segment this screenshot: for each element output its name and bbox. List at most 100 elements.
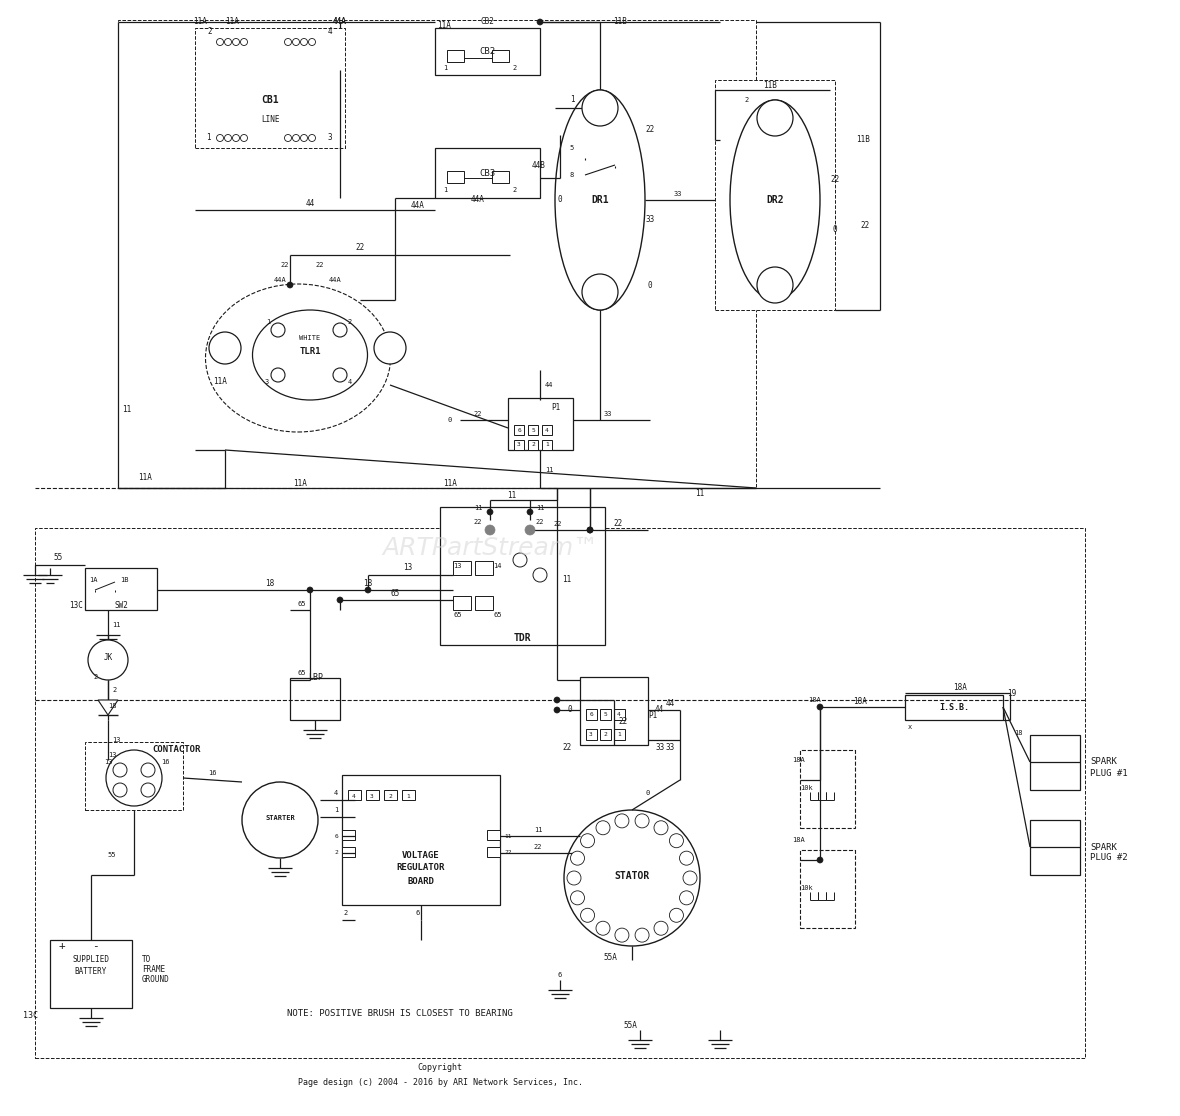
Text: 18A: 18A <box>808 698 821 703</box>
Text: 44A: 44A <box>471 195 485 204</box>
Text: 22: 22 <box>533 844 543 850</box>
Text: 65: 65 <box>493 612 501 618</box>
Bar <box>118 20 756 488</box>
Text: DR2: DR2 <box>766 195 784 205</box>
Text: 55A: 55A <box>623 1020 637 1029</box>
Circle shape <box>758 267 793 304</box>
Text: DR1: DR1 <box>591 195 609 205</box>
Bar <box>195 28 345 148</box>
Text: 44A: 44A <box>333 18 347 27</box>
Circle shape <box>487 509 493 514</box>
Circle shape <box>140 763 155 777</box>
Bar <box>342 775 500 905</box>
Text: 65: 65 <box>453 612 461 618</box>
Bar <box>599 729 611 740</box>
Circle shape <box>586 527 594 533</box>
Text: 3: 3 <box>589 732 592 738</box>
Circle shape <box>525 525 535 535</box>
Bar <box>614 709 625 720</box>
Text: JK: JK <box>104 653 112 662</box>
Bar <box>905 695 1003 720</box>
Text: 18A: 18A <box>792 757 805 763</box>
Text: 44B: 44B <box>531 161 545 170</box>
Text: 11A: 11A <box>214 377 227 386</box>
Text: 18: 18 <box>109 703 117 709</box>
Circle shape <box>232 135 240 142</box>
Polygon shape <box>98 700 118 715</box>
Text: 2: 2 <box>388 793 392 799</box>
Bar <box>586 729 597 740</box>
Bar <box>800 850 856 929</box>
Bar <box>384 790 396 800</box>
Bar <box>476 561 493 575</box>
Circle shape <box>301 135 308 142</box>
Text: 44A: 44A <box>328 277 341 283</box>
Text: 4: 4 <box>545 427 549 433</box>
Text: 11: 11 <box>473 506 483 511</box>
Text: 18A: 18A <box>853 696 867 705</box>
Text: 18: 18 <box>266 579 275 588</box>
Text: 19: 19 <box>1007 689 1016 698</box>
Bar <box>715 80 835 310</box>
Circle shape <box>224 38 231 46</box>
Text: 55: 55 <box>107 852 117 858</box>
Text: 22: 22 <box>553 521 562 527</box>
Text: 13C: 13C <box>70 600 83 609</box>
Bar <box>527 425 538 435</box>
Circle shape <box>333 368 347 382</box>
Text: 22: 22 <box>645 125 655 135</box>
Text: 11A: 11A <box>437 20 451 29</box>
Text: NOTE: POSITIVE BRUSH IS CLOSEST TO BEARING: NOTE: POSITIVE BRUSH IS CLOSEST TO BEARI… <box>287 1009 513 1018</box>
Text: 22: 22 <box>355 243 365 252</box>
Circle shape <box>615 814 629 828</box>
Text: CB2: CB2 <box>480 18 494 27</box>
Circle shape <box>635 929 649 942</box>
Circle shape <box>307 587 313 593</box>
Text: 44A: 44A <box>274 277 287 283</box>
Text: 11A: 11A <box>194 18 206 27</box>
Text: SPARK: SPARK <box>1090 843 1117 852</box>
Bar <box>366 790 379 800</box>
Circle shape <box>654 921 668 935</box>
Circle shape <box>553 698 560 703</box>
Circle shape <box>287 282 293 288</box>
Ellipse shape <box>555 90 645 310</box>
Text: 11: 11 <box>545 466 553 473</box>
Bar <box>435 28 540 75</box>
Circle shape <box>582 90 618 126</box>
Text: 0: 0 <box>648 280 653 289</box>
Text: x: x <box>907 724 912 730</box>
Text: 2: 2 <box>334 850 337 856</box>
Text: WHITE: WHITE <box>300 335 321 341</box>
Bar <box>1030 735 1080 790</box>
Text: 6: 6 <box>589 712 592 718</box>
Text: 13: 13 <box>112 737 120 743</box>
Circle shape <box>615 929 629 942</box>
Circle shape <box>308 135 315 142</box>
Circle shape <box>271 368 286 382</box>
Bar <box>447 50 464 62</box>
Text: CONTACTOR: CONTACTOR <box>152 745 201 754</box>
Text: +: + <box>59 941 65 951</box>
Text: 0: 0 <box>558 195 563 204</box>
Text: 44: 44 <box>666 699 675 708</box>
Text: 0: 0 <box>568 705 572 714</box>
Text: 55: 55 <box>53 554 63 562</box>
Text: 22: 22 <box>504 850 511 856</box>
Circle shape <box>581 908 595 922</box>
Bar <box>487 847 500 857</box>
Bar <box>342 830 355 840</box>
Text: CB3: CB3 <box>479 169 496 177</box>
Circle shape <box>669 834 683 848</box>
Text: 1: 1 <box>205 134 210 143</box>
Circle shape <box>209 331 241 364</box>
Text: 3: 3 <box>328 134 333 143</box>
Text: 2: 2 <box>94 674 98 680</box>
Text: 0: 0 <box>645 790 650 796</box>
Text: 11: 11 <box>112 622 120 628</box>
Circle shape <box>308 38 315 46</box>
Circle shape <box>293 135 300 142</box>
Text: 4: 4 <box>352 793 356 799</box>
Circle shape <box>284 135 291 142</box>
Bar <box>581 677 648 745</box>
